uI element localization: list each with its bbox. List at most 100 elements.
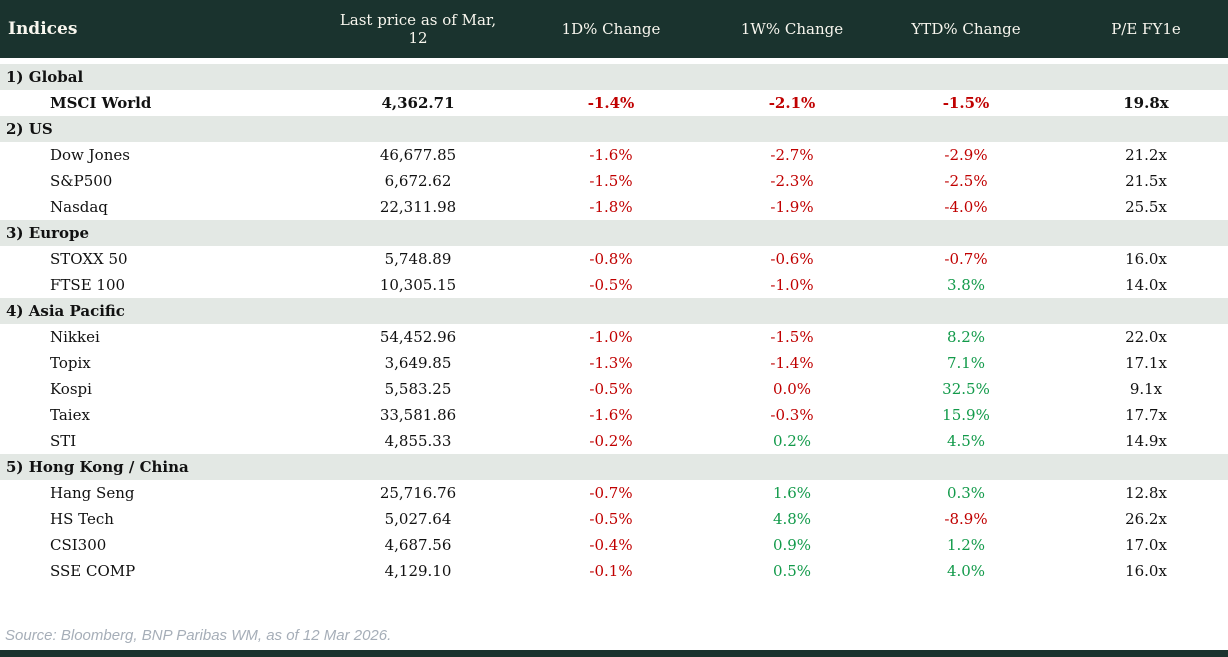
change-ytd: -8.9% xyxy=(944,510,988,528)
section-header-row: 4) Asia Pacific xyxy=(0,298,1228,324)
change-ytd: 3.8% xyxy=(946,276,986,294)
change-1w: 1.6% xyxy=(772,484,812,502)
change-1w: -1.5% xyxy=(770,328,814,346)
table-header: Indices Last price as of Mar, 12 1D% Cha… xyxy=(0,0,1228,58)
last-price: 4,687.56 xyxy=(384,536,452,554)
change-ytd: -2.5% xyxy=(944,172,988,190)
change-1w: 0.5% xyxy=(772,562,812,580)
section-label: 1) Global xyxy=(6,68,84,86)
index-name: STOXX 50 xyxy=(50,250,128,268)
last-price: 10,305.15 xyxy=(379,276,457,294)
pe-ratio: 26.2x xyxy=(1125,510,1167,528)
index-name: Kospi xyxy=(50,380,92,398)
change-ytd: 1.2% xyxy=(946,536,986,554)
change-ytd: -0.7% xyxy=(944,250,988,268)
change-ytd: 32.5% xyxy=(942,380,990,398)
last-price: 3,649.85 xyxy=(384,354,452,372)
change-1w: -0.3% xyxy=(770,406,814,424)
change-1d: -0.5% xyxy=(589,276,633,294)
section-label: 2) US xyxy=(6,120,53,138)
change-1d: -0.4% xyxy=(589,536,633,554)
change-ytd: 4.5% xyxy=(946,432,986,450)
change-1d: -0.1% xyxy=(589,562,633,580)
index-name: FTSE 100 xyxy=(50,276,126,294)
index-row: CSI300 4,687.56 -0.4% 0.9% 1.2% 17.0x xyxy=(0,532,1228,558)
col-header-pe: P/E FY1e xyxy=(1111,20,1181,38)
index-row: STOXX 50 5,748.89 -0.8% -0.6% -0.7% 16.0x xyxy=(0,246,1228,272)
change-1w: -1.9% xyxy=(770,198,814,216)
change-1w: -0.6% xyxy=(770,250,814,268)
change-1w: -2.1% xyxy=(768,94,816,112)
last-price: 54,452.96 xyxy=(379,328,457,346)
section-label: 4) Asia Pacific xyxy=(6,302,125,320)
change-1d: -0.5% xyxy=(589,380,633,398)
bottom-accent-bar xyxy=(0,650,1228,657)
last-price: 25,716.76 xyxy=(379,484,457,502)
change-ytd: 8.2% xyxy=(946,328,986,346)
change-1d: -1.5% xyxy=(589,172,633,190)
last-price: 4,129.10 xyxy=(384,562,452,580)
index-row: Topix 3,649.85 -1.3% -1.4% 7.1% 17.1x xyxy=(0,350,1228,376)
indices-table-body: 1) Global MSCI World 4,362.71 -1.4% -2.1% -1.… xyxy=(0,64,1228,584)
index-row: HS Tech 5,027.64 -0.5% 4.8% -8.9% 26.2x xyxy=(0,506,1228,532)
change-1w: 0.0% xyxy=(772,380,812,398)
pe-ratio: 17.1x xyxy=(1125,354,1167,372)
index-row: Nasdaq 22,311.98 -1.8% -1.9% -4.0% 25.5x xyxy=(0,194,1228,220)
pe-ratio: 17.7x xyxy=(1125,406,1167,424)
section-label: 5) Hong Kong / China xyxy=(6,458,189,476)
index-row: SSE COMP 4,129.10 -0.1% 0.5% 4.0% 16.0x xyxy=(0,558,1228,584)
change-1d: -0.8% xyxy=(589,250,633,268)
index-name: CSI300 xyxy=(50,536,107,554)
index-name: Hang Seng xyxy=(50,484,135,502)
change-1w: 4.8% xyxy=(772,510,812,528)
change-ytd: -2.9% xyxy=(944,146,988,164)
change-1w: 0.2% xyxy=(772,432,812,450)
change-1d: -0.2% xyxy=(589,432,633,450)
index-row: Dow Jones 46,677.85 -1.6% -2.7% -2.9% 21.2x xyxy=(0,142,1228,168)
index-name: HS Tech xyxy=(50,510,114,528)
section-header-row: 2) US xyxy=(0,116,1228,142)
index-name: MSCI World xyxy=(50,94,152,112)
pe-ratio: 25.5x xyxy=(1125,198,1167,216)
index-row: MSCI World 4,362.71 -1.4% -2.1% -1.5% 19.8x xyxy=(0,90,1228,116)
change-1w: -1.4% xyxy=(770,354,814,372)
index-row: Kospi 5,583.25 -0.5% 0.0% 32.5% 9.1x xyxy=(0,376,1228,402)
index-row: Hang Seng 25,716.76 -0.7% 1.6% 0.3% 12.8x xyxy=(0,480,1228,506)
pe-ratio: 21.5x xyxy=(1125,172,1167,190)
pe-ratio: 16.0x xyxy=(1125,562,1167,580)
pe-ratio: 16.0x xyxy=(1125,250,1167,268)
pe-ratio: 19.8x xyxy=(1123,94,1169,112)
index-row: Taiex 33,581.86 -1.6% -0.3% 15.9% 17.7x xyxy=(0,402,1228,428)
change-1w: 0.9% xyxy=(772,536,812,554)
index-row: Nikkei 54,452.96 -1.0% -1.5% 8.2% 22.0x xyxy=(0,324,1228,350)
source-attribution: Source: Bloomberg, BNP Paribas WM, as of… xyxy=(5,627,392,644)
change-1d: -1.8% xyxy=(589,198,633,216)
last-price: 5,748.89 xyxy=(384,250,452,268)
change-1d: -1.6% xyxy=(589,406,633,424)
pe-ratio: 17.0x xyxy=(1125,536,1167,554)
index-name: STI xyxy=(50,432,77,450)
index-name: Dow Jones xyxy=(50,146,130,164)
change-1d: -0.5% xyxy=(589,510,633,528)
last-price: 5,027.64 xyxy=(384,510,452,528)
change-ytd: 4.0% xyxy=(946,562,986,580)
index-row: FTSE 100 10,305.15 -0.5% -1.0% 3.8% 14.0x xyxy=(0,272,1228,298)
pe-ratio: 14.0x xyxy=(1125,276,1167,294)
change-ytd: -1.5% xyxy=(942,94,990,112)
last-price: 5,583.25 xyxy=(384,380,452,398)
index-name: Taiex xyxy=(50,406,90,424)
col-header-last-price: Last price as of Mar, 12 xyxy=(339,11,497,47)
section-label: 3) Europe xyxy=(6,224,90,242)
index-name: SSE COMP xyxy=(50,562,136,580)
last-price: 22,311.98 xyxy=(379,198,457,216)
index-name: S&P500 xyxy=(50,172,113,190)
table-title: Indices xyxy=(8,19,78,39)
last-price: 33,581.86 xyxy=(379,406,457,424)
change-1w: -2.3% xyxy=(770,172,814,190)
index-row: STI 4,855.33 -0.2% 0.2% 4.5% 14.9x xyxy=(0,428,1228,454)
last-price: 46,677.85 xyxy=(379,146,457,164)
col-header-ytd-change: YTD% Change xyxy=(911,20,1021,38)
last-price: 4,362.71 xyxy=(381,94,455,112)
section-header-row: 5) Hong Kong / China xyxy=(0,454,1228,480)
pe-ratio: 22.0x xyxy=(1125,328,1167,346)
